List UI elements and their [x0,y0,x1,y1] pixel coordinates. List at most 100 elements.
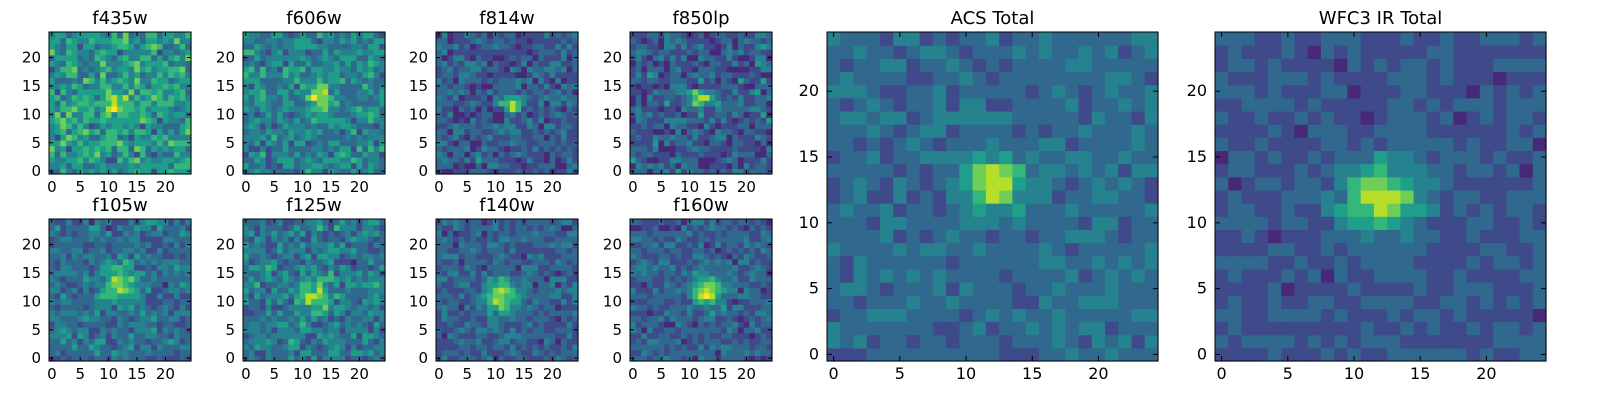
heatmap-cell [168,168,175,175]
heatmap-cell [470,156,477,164]
heatmap-cell [526,168,534,175]
heatmap-cell [470,281,477,288]
heatmap-cell [675,304,682,311]
heatmap-cell [179,43,186,50]
heatmap-cell [350,253,358,260]
heatmap-cell [521,49,528,56]
heatmap-cell [664,338,671,345]
heatmap-cell [254,343,261,351]
heatmap-cell [635,60,642,67]
heatmap-cell [265,66,272,73]
heatmap-cell [464,247,471,254]
heatmap-cell [179,83,186,90]
heatmap-cell [305,355,312,362]
heatmap-cell [560,105,568,113]
heatmap-cell [294,145,301,152]
heatmap-cell [504,37,511,44]
heatmap-cell [760,343,767,351]
heatmap-cell [356,304,363,311]
heatmap-cell [49,292,56,300]
heatmap-cell [173,287,181,294]
heatmap-cell [470,247,477,254]
heatmap-cell [379,343,386,351]
heatmap-cell [447,270,454,277]
heatmap-cell [248,298,255,305]
heatmap-cell [248,83,255,90]
heatmap-cell [265,54,272,61]
heatmap-cell [333,236,341,243]
heatmap-cell [139,117,147,124]
heatmap-cell [766,145,773,152]
heatmap-cell [715,66,722,73]
heatmap-cell [379,94,386,101]
heatmap-cell [134,49,141,56]
heatmap-cell [526,275,534,283]
heatmap-cell [664,326,671,334]
heatmap-cell [145,219,152,226]
heatmap-cell [543,219,551,226]
heatmap-cell [475,32,483,39]
heatmap-cell [737,139,745,147]
heatmap-cell [367,156,375,164]
heatmap-cell [737,151,745,158]
heatmap-cell [709,111,716,118]
heatmap-cell [458,253,465,260]
heatmap-cell [664,304,671,311]
heatmap-cell [549,134,556,141]
heatmap-cell [49,77,56,84]
heatmap-cell [322,162,329,169]
heatmap-cell [179,151,186,158]
heatmap-cell [88,66,96,73]
heatmap-cell [271,77,278,84]
heatmap-cell [754,349,762,356]
heatmap-cell [288,281,295,288]
heatmap-cell [134,151,141,158]
heatmap-cell [66,60,73,67]
heatmap-cell [316,77,324,84]
heatmap-cell [436,253,443,260]
heatmap-cell [532,145,539,152]
heatmap-cell [277,168,284,175]
heatmap-cell [60,94,67,101]
heatmap-cell [260,151,267,158]
heatmap-cell [749,83,756,90]
heatmap-cell [105,83,113,90]
heatmap-cell [333,83,341,90]
heatmap-cell [248,258,255,266]
heatmap-cell [248,156,255,164]
heatmap-cell [664,88,671,96]
heatmap-cell [265,88,272,96]
heatmap-cell [681,60,688,67]
heatmap-cell [328,37,335,44]
heatmap-cell [555,343,562,351]
heatmap-cell [453,270,460,277]
heatmap-cell [145,139,152,147]
y-tick-label: 5 [418,321,428,339]
heatmap-cell [139,122,147,130]
heatmap-cell [532,66,539,73]
heatmap-cell [572,224,579,231]
heatmap-cell [652,100,659,107]
heatmap-cell [100,355,107,362]
heatmap-cell [641,151,648,158]
heatmap-cell [515,230,522,237]
heatmap-cell [498,128,505,135]
heatmap-cell [316,37,324,44]
heatmap-cell [379,332,386,339]
heatmap-cell [254,60,261,67]
heatmap-cell [345,145,352,152]
heatmap-cell [299,298,307,305]
y-tick-label: 10 [409,105,428,123]
heatmap-cell [185,162,192,169]
heatmap-cell [703,100,711,107]
heatmap-cell [373,66,380,73]
heatmap-cell [311,349,318,356]
heatmap-cell [122,43,130,50]
heatmap-cell [134,264,141,271]
heatmap-cell [71,253,78,260]
heatmap-cell [732,321,739,328]
heatmap-cell [260,292,267,300]
heatmap-cell [134,315,141,322]
heatmap-cell [464,111,471,118]
